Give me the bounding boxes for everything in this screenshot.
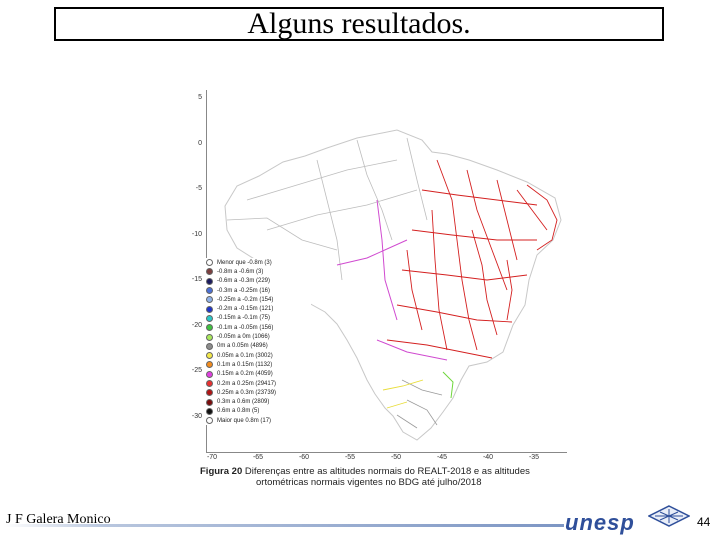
legend-swatch-icon (206, 407, 213, 415)
legend-swatch-icon (206, 389, 213, 397)
legend-label: 0.25m a 0.3m (23739) (217, 389, 277, 396)
footer-author: J F Galera Monico (6, 512, 111, 527)
unesp-logo-icon (648, 505, 690, 527)
legend-item: 0.05m a 0.1m (3002) (206, 351, 311, 360)
red-network (386, 159, 558, 359)
legend-label: -0.6m a -0.3m (229) (217, 278, 271, 285)
slide-title-box: Alguns resultados. (54, 7, 664, 41)
gray-network (226, 137, 428, 281)
x-tick-label: -55 (344, 454, 356, 461)
y-tick-label: -10 (191, 230, 202, 238)
y-tick-label: -20 (191, 321, 202, 329)
legend-item: Maior que 0.8m (17) (206, 416, 311, 425)
magenta-network (336, 199, 448, 361)
legend-swatch-icon (206, 361, 213, 369)
legend-item: 0.1m a 0.15m (1132) (206, 360, 311, 369)
legend-swatch-icon (206, 259, 213, 267)
country-outline (224, 129, 562, 441)
legend-label: -0.8m a -0.6m (3) (217, 268, 264, 275)
x-tick-label: -65 (252, 454, 264, 461)
legend-item: 0.3m a 0.6m (2809) (206, 397, 311, 406)
legend-item: 0m a 0.05m (4896) (206, 342, 311, 351)
legend-label: -0.05m a 0m (1066) (217, 334, 270, 341)
legend-label: -0.15m a -0.1m (75) (217, 315, 271, 322)
y-tick-label: 0 (198, 139, 202, 147)
x-tick-label: -70 (206, 454, 218, 461)
legend-swatch-icon (206, 380, 213, 387)
legend-label: 0.15m a 0.2m (4059) (217, 371, 273, 378)
legend-label: 0.2m a 0.25m (29417) (217, 380, 277, 387)
legend-item: -0.3m a -0.25m (16) (206, 286, 311, 295)
legend-swatch-icon (206, 352, 213, 360)
legend-item: -0.25m a -0.2m (154) (206, 295, 311, 304)
brazil-network-map (224, 129, 562, 441)
legend-label: 0.05m a 0.1m (3002) (217, 352, 273, 359)
legend-item: -0.2m a -0.15m (121) (206, 304, 311, 313)
legend-item: -0.05m a 0m (1066) (206, 332, 311, 341)
legend-swatch-icon (206, 314, 213, 322)
legend-item: 0.6m a 0.8m (5) (206, 407, 311, 416)
caption-line-1: Diferenças entre as altitudes normais do… (244, 466, 530, 477)
legend-swatch-icon (206, 296, 213, 304)
y-tick-label: -5 (195, 185, 202, 192)
legend-swatch-icon (206, 342, 213, 350)
legend-label: 0.3m a 0.6m (2809) (217, 399, 270, 406)
caption-lead: Figura 20 (200, 466, 243, 477)
legend-label: -0.25m a -0.2m (154) (217, 296, 274, 303)
y-tick-label: -15 (191, 276, 202, 283)
slide-title: Alguns resultados. (247, 7, 471, 40)
legend-swatch-icon (206, 277, 213, 285)
legend-label: -0.3m a -0.25m (16) (217, 287, 271, 294)
legend-item: -0.1m a -0.05m (156) (206, 323, 311, 332)
legend-label: -0.1m a -0.05m (156) (217, 324, 274, 331)
legend-label: 0.1m a 0.15m (1132) (217, 361, 273, 368)
legend-item: -0.15m a -0.1m (75) (206, 314, 311, 323)
legend-item: -0.8m a -0.6m (3) (206, 267, 311, 276)
south-yellow-network (382, 379, 424, 409)
legend-label: 0m a 0.05m (4896) (217, 343, 268, 350)
map-figure: 5 0 -5 -10 -15 -20 -25 -30 (180, 82, 570, 492)
legend-swatch-icon (206, 268, 213, 276)
x-tick-label: -45 (436, 454, 448, 461)
south-gray-network (396, 379, 443, 429)
page-number: 44 (697, 515, 711, 529)
legend-swatch-icon (206, 324, 213, 332)
caption-line-2: ortométricas normais vigentes no BDG até… (256, 477, 482, 488)
legend-item: -0.6m a -0.3m (229) (206, 277, 311, 286)
legend-swatch-icon (206, 333, 213, 341)
south-green-network (442, 371, 454, 399)
y-tick-label: 5 (198, 94, 202, 101)
y-tick-label: -30 (191, 412, 202, 420)
x-tick-label: -35 (528, 454, 540, 461)
map-legend: Menor que -0.8m (3) -0.8m a -0.6m (3) -0.6… (206, 258, 311, 426)
legend-swatch-icon (206, 287, 213, 295)
legend-swatch-icon (206, 417, 213, 425)
legend-item: Menor que -0.8m (3) (206, 258, 311, 267)
footer-rule (4, 524, 564, 527)
legend-label: Menor que -0.8m (3) (217, 259, 272, 266)
unesp-brand: unesp (565, 510, 635, 535)
figure-caption: Figura 20 Diferenças entre as altitudes … (200, 466, 570, 488)
legend-item: 0.2m a 0.25m (29417) (206, 379, 311, 388)
legend-swatch-icon (206, 370, 213, 378)
legend-label: -0.2m a -0.15m (121) (217, 306, 274, 313)
legend-label: 0.6m a 0.8m (5) (217, 408, 260, 415)
legend-label: Maior que 0.8m (17) (217, 417, 272, 424)
x-tick-label: -40 (482, 454, 494, 461)
legend-item: 0.15m a 0.2m (4059) (206, 370, 311, 379)
legend-item: 0.25m a 0.3m (23739) (206, 388, 311, 397)
x-tick-label: -50 (390, 454, 402, 461)
x-tick-label: -60 (298, 454, 310, 461)
legend-swatch-icon (206, 305, 213, 313)
legend-swatch-icon (206, 398, 213, 406)
y-tick-label: -25 (191, 367, 202, 374)
